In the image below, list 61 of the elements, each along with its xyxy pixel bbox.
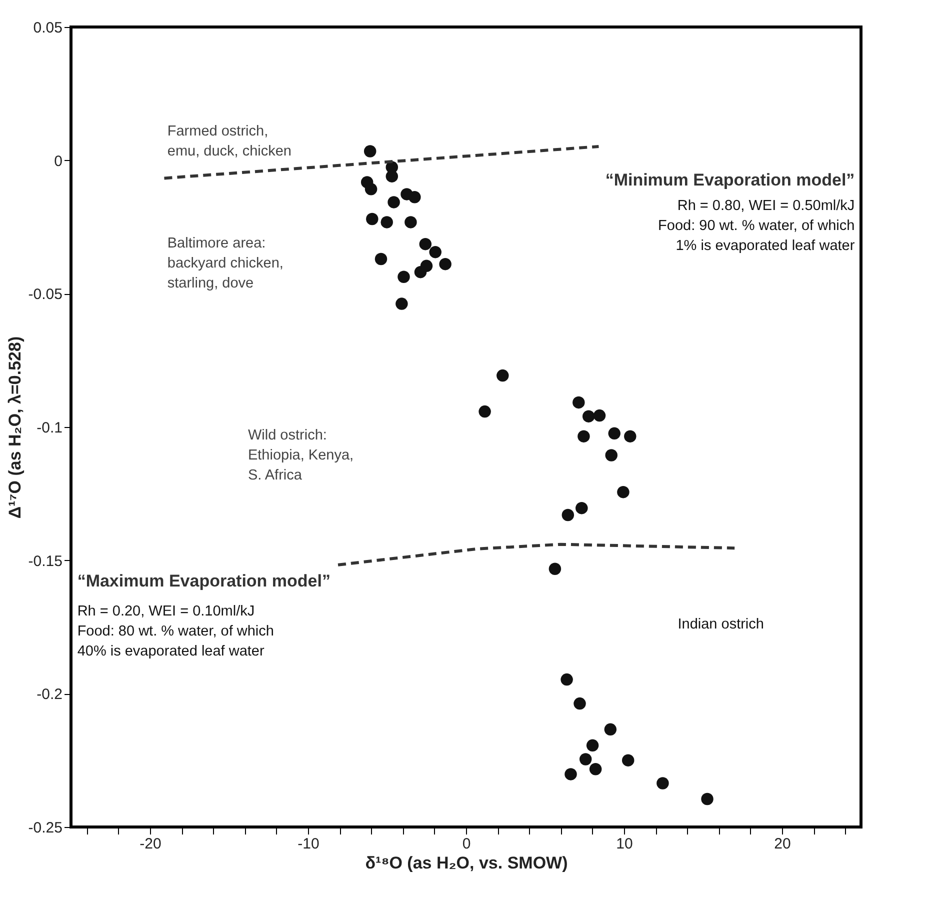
point	[617, 486, 630, 498]
x-tick-label: 20	[774, 836, 791, 852]
annotation: Baltimore area: backyard chicken, starling, dove	[167, 235, 284, 292]
point	[478, 405, 491, 418]
point	[366, 212, 378, 226]
point	[420, 260, 433, 272]
point	[374, 252, 388, 266]
y-tick-label: -0.15	[28, 552, 62, 570]
point	[582, 410, 595, 422]
point	[386, 170, 398, 182]
annotation: Indian ostrich	[678, 616, 764, 633]
point	[439, 258, 452, 270]
y-tick-label: 0.05	[33, 20, 62, 36]
point	[578, 430, 590, 442]
point	[576, 502, 588, 514]
annotation: Wild ostrich: Ethiopia, Kenya, S. Africa	[248, 427, 354, 484]
point	[624, 430, 636, 442]
point	[593, 409, 606, 422]
point	[579, 753, 592, 766]
point	[560, 673, 573, 686]
y-tick-label: -0.2	[36, 686, 62, 704]
point	[622, 754, 634, 766]
series-label: “Minimum Evaporation model”	[605, 170, 855, 190]
point	[574, 697, 586, 710]
series-label: “Maximum Evaporation model”	[77, 572, 330, 591]
point	[429, 246, 442, 258]
annotation: Rh = 0.20, WEI = 0.10ml/kJ Food: 80 wt. % water, of which 40% is evaporated leaf water	[77, 603, 274, 660]
point	[589, 763, 602, 776]
y-axis-title: Δ¹⁷O (as H₂O, λ=0.528)	[5, 336, 24, 519]
point	[586, 739, 599, 752]
y-tick-label: 0	[54, 152, 62, 170]
x-tick-label: 0	[462, 836, 471, 852]
x-tick-label: 10	[616, 836, 633, 852]
y-tick-label: -0.05	[28, 286, 62, 304]
point	[398, 270, 410, 283]
point	[408, 191, 421, 204]
point	[396, 298, 408, 310]
point	[404, 216, 417, 228]
x-tick-label: -20	[140, 836, 162, 852]
point	[608, 427, 620, 440]
point	[548, 562, 562, 575]
y-tick-label: -0.1	[36, 420, 62, 436]
annotation: Farmed ostrich, emu, duck, chicken	[167, 123, 292, 160]
point	[419, 238, 432, 250]
point	[364, 145, 376, 158]
point	[701, 792, 714, 806]
point	[562, 508, 574, 522]
point	[605, 449, 618, 462]
point	[564, 768, 577, 780]
point	[364, 183, 378, 196]
x-axis-title: δ¹⁸O (as H₂O, vs. SMOW)	[365, 854, 568, 872]
x-tick-label: -10	[298, 836, 320, 852]
point	[380, 216, 393, 228]
annotation: Rh = 0.80, WEI = 0.50ml/kJ Food: 90 wt. % water, of which 1% is evaporated leaf water	[658, 198, 855, 254]
point	[604, 723, 617, 736]
point	[656, 777, 669, 790]
line-series	[336, 542, 736, 566]
point	[572, 396, 585, 409]
point	[496, 369, 509, 382]
y-tick-label: -0.25	[28, 820, 62, 836]
point	[388, 196, 400, 208]
